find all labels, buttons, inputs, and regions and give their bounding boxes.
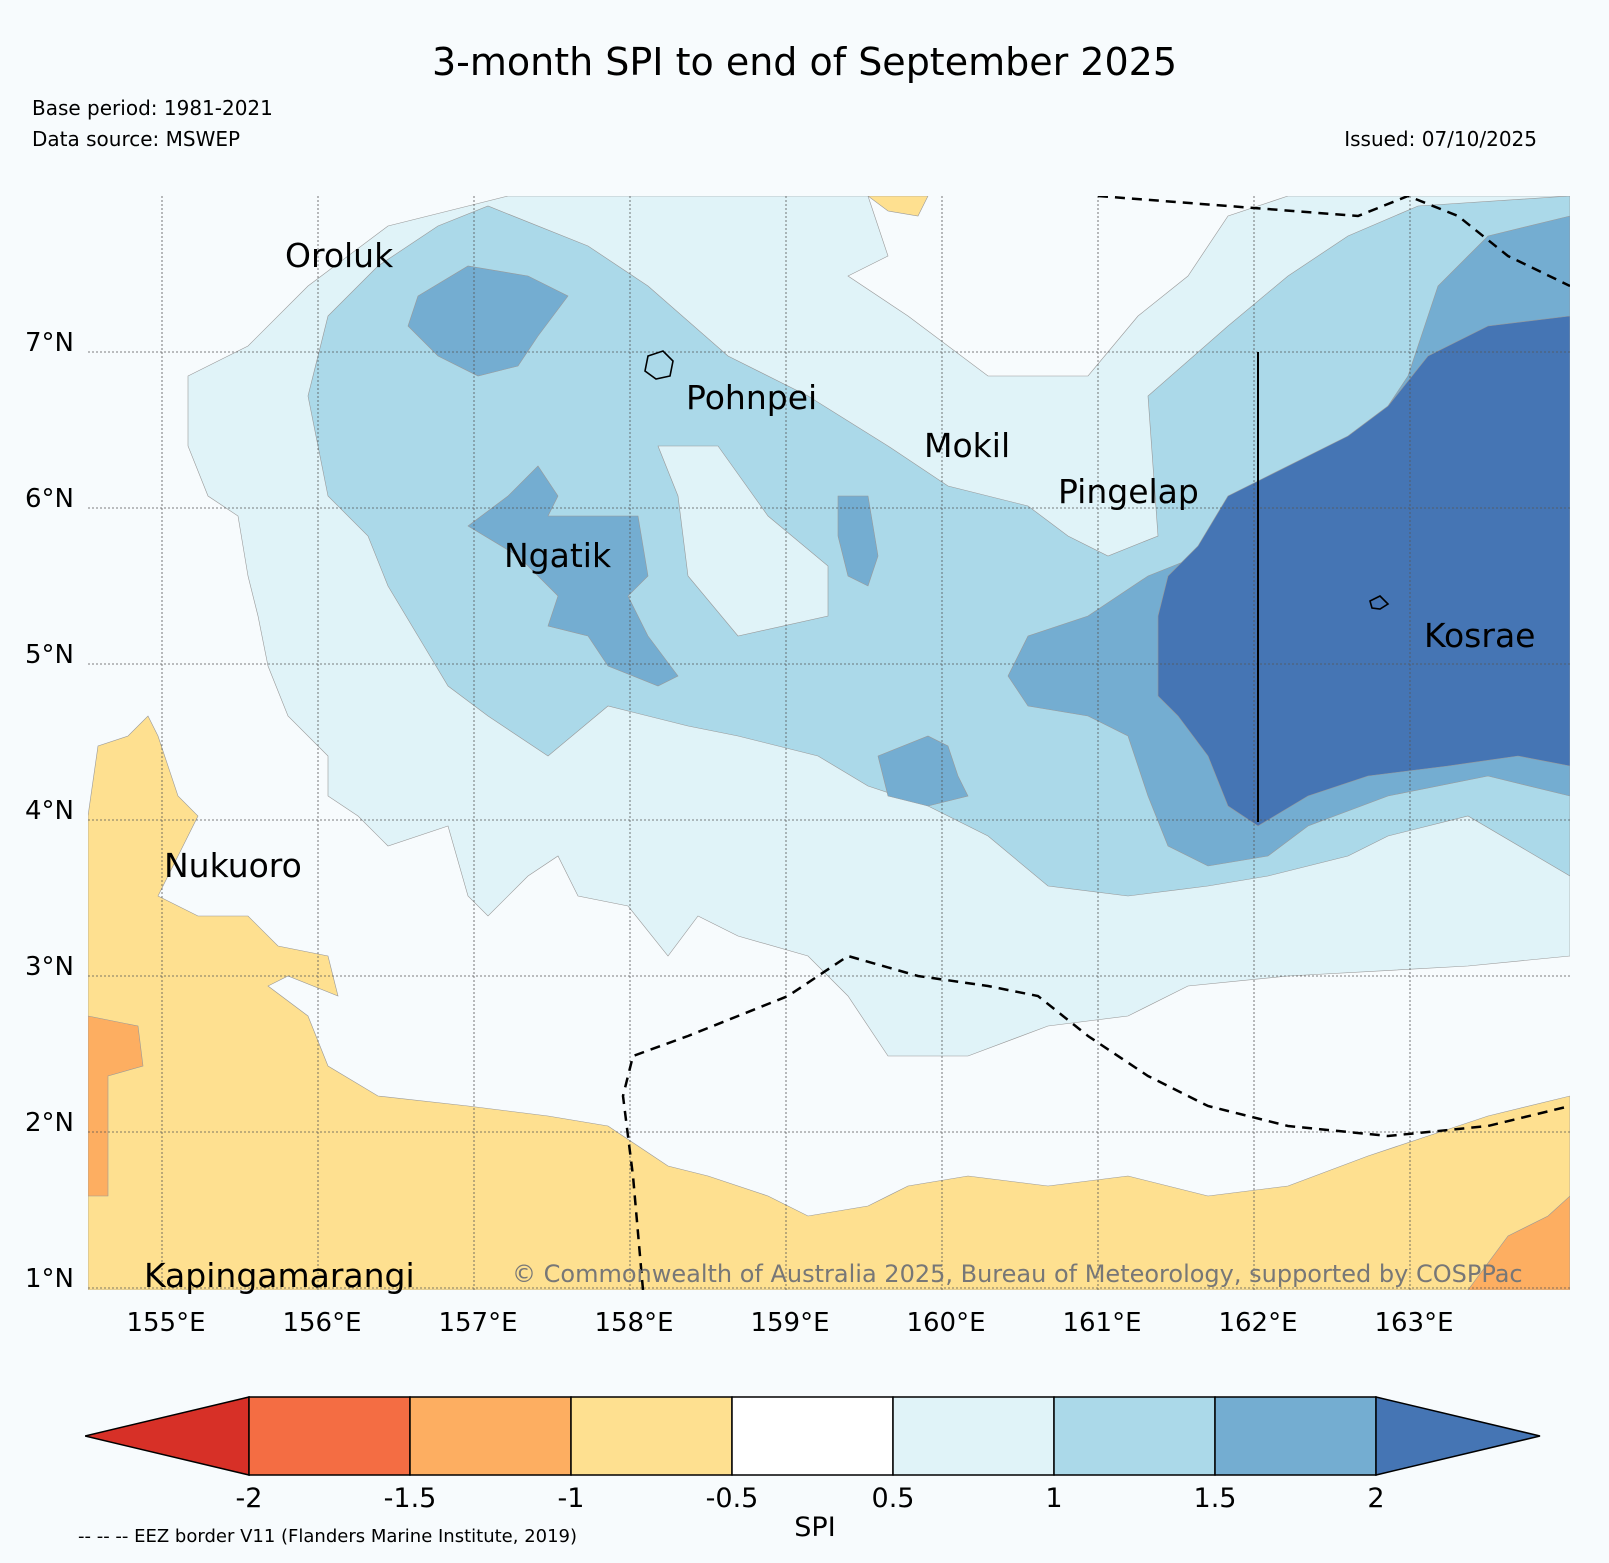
colorbar-label: SPI — [794, 1512, 836, 1543]
lon-tick-158: 158°E — [594, 1308, 674, 1338]
spi-region-dark-blue-3 — [467, 465, 679, 687]
spi-region-white-pocket — [657, 445, 829, 637]
colorbar-segment-1 — [248, 1396, 411, 1476]
data-source: Data source: MSWEP — [32, 127, 241, 151]
colorbar-segment-6 — [1053, 1396, 1216, 1476]
spi-colorbar — [85, 1396, 1541, 1476]
lat-tick-4: 4°N — [25, 796, 74, 826]
spi-region-dark-blue-2 — [407, 265, 569, 377]
colorbar-segment-3 — [570, 1396, 733, 1476]
lon-tick-160: 160°E — [906, 1308, 986, 1338]
colorbar-tick: 1.5 — [1193, 1483, 1237, 1514]
colorbar-tick: 0.5 — [871, 1483, 915, 1514]
spi-region-orange-se — [1467, 1195, 1570, 1290]
colorbar-tick: 2 — [1367, 1483, 1385, 1514]
spi-map — [88, 196, 1570, 1290]
lon-tick-162: 162°E — [1218, 1308, 1298, 1338]
map-title: 3-month SPI to end of September 2025 — [431, 40, 1178, 84]
eez-borders — [621, 196, 1570, 1290]
base-period: Base period: 1981-2021 — [32, 96, 273, 120]
lat-tick-3: 3°N — [25, 952, 74, 982]
spi-region-orange-west — [88, 1015, 144, 1197]
colorbar-segment-7 — [1214, 1396, 1377, 1476]
lon-tick-156: 156°E — [282, 1308, 362, 1338]
place-label-mokil: Mokil — [924, 426, 1011, 465]
lon-tick-163: 163°E — [1374, 1308, 1454, 1338]
lat-tick-7: 7°N — [25, 328, 74, 358]
colorbar-tick: 1 — [1045, 1483, 1063, 1514]
lat-tick-5: 5°N — [25, 640, 74, 670]
issued-date: Issued: 07/10/2025 — [1344, 127, 1537, 151]
eez-legend-note: -- -- -- EEZ border V11 (Flanders Marine… — [78, 1526, 578, 1547]
lon-tick-157: 157°E — [438, 1308, 518, 1338]
colorbar-segment-extreme-wet — [1375, 1396, 1541, 1476]
spi-region-darkest-blue — [1157, 315, 1570, 827]
kosrae-island-outline — [1369, 595, 1390, 610]
place-label-pohnpei: Pohnpei — [686, 378, 818, 417]
lon-tick-161: 161°E — [1062, 1308, 1142, 1338]
colorbar-tick: -2 — [235, 1483, 263, 1514]
lat-tick-1: 1°N — [25, 1264, 74, 1294]
colorbar-tick: -0.5 — [705, 1483, 759, 1514]
place-label-kosrae: Kosrae — [1424, 616, 1536, 655]
colorbar-tick: -1 — [557, 1483, 585, 1514]
lat-tick-2: 2°N — [25, 1108, 74, 1138]
colorbar-segment-extreme-dry — [85, 1396, 250, 1476]
colorbar-segment-4 — [731, 1396, 894, 1476]
spi-region-dark-blue-4 — [877, 735, 969, 807]
map-gridlines — [88, 196, 1570, 1290]
lon-tick-159: 159°E — [750, 1308, 830, 1338]
colorbar-segment-5 — [892, 1396, 1055, 1476]
place-label-nukuoro: Nukuoro — [164, 846, 302, 885]
place-label-oroluk: Oroluk — [285, 236, 394, 275]
spi-region-yellow-west — [88, 715, 1570, 1290]
colorbar-segment-2 — [409, 1396, 572, 1476]
lon-tick-155: 155°E — [126, 1308, 206, 1338]
pohnpei-island-outline — [644, 350, 674, 380]
lat-tick-6: 6°N — [25, 484, 74, 514]
spi-region-yellow-north — [867, 196, 929, 217]
place-label-ngatik: Ngatik — [504, 536, 612, 575]
colorbar-tick: -1.5 — [383, 1483, 437, 1514]
place-label-pingelap: Pingelap — [1058, 472, 1199, 511]
place-label-kapingamarangi: Kapingamarangi — [144, 1256, 415, 1295]
copyright-notice: © Commonwealth of Australia 2025, Bureau… — [512, 1260, 1523, 1288]
spi-region-dark-blue-5 — [837, 495, 879, 587]
